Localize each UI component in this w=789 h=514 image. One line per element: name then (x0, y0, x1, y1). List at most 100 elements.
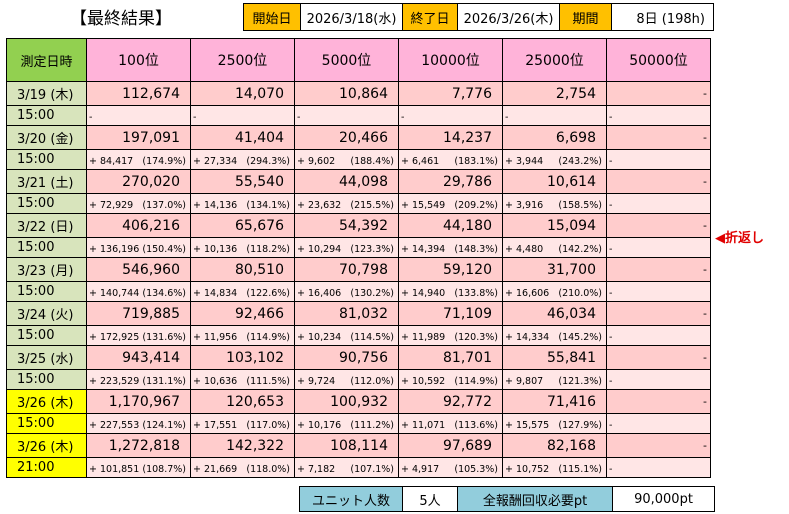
delta-amount: + 10,636 (193, 376, 238, 387)
delta-ratio: (120.3%) (454, 332, 498, 343)
delta-ratio: (210.0%) (558, 288, 602, 299)
unit-count-label: ユニット人数 (299, 486, 403, 512)
delta-amount: + 101,851 (89, 464, 140, 475)
delta-amount: + 23,632 (297, 200, 342, 211)
rank-header: 100位 (86, 38, 191, 82)
rank-delta: + 9,724 (112.0%) (294, 369, 399, 390)
rank-value: - (606, 301, 711, 326)
delta-ratio: (118.2%) (246, 244, 290, 255)
rank-value: 81,032 (294, 301, 399, 326)
rank-delta: + 4,917 (105.3%) (398, 457, 503, 478)
table-row: 3/26 (木) 1,170,967 120,653 100,932 92,772 71,… (6, 389, 711, 414)
delta-ratio: (107.1%) (350, 464, 394, 475)
delta-amount: + 10,752 (505, 464, 550, 475)
row-date: 3/24 (火) (6, 301, 87, 326)
rank-value: 55,841 (502, 345, 607, 370)
delta-ratio: (111.5%) (246, 376, 290, 387)
delta-amount: + 14,334 (505, 332, 550, 343)
delta-amount: - (401, 112, 405, 123)
delta-ratio: (108.7%) (142, 464, 186, 475)
delta-ratio: (209.2%) (454, 200, 498, 211)
rank-delta: + 15,575 (127.9%) (502, 413, 607, 434)
rank-value: 14,070 (190, 81, 295, 106)
delta-ratio: (294.3%) (246, 156, 290, 167)
delta-amount: - (609, 376, 613, 387)
required-pt-value: 90,000pt (612, 486, 715, 512)
rank-value: - (606, 345, 711, 370)
rank-delta: - (606, 237, 711, 258)
rank-value: 59,120 (398, 257, 503, 282)
table-subrow: 15:00- - - - - - (6, 105, 711, 126)
table-subrow: 15:00 + 136,196 (150.4%) + 10,136 (118.2%) + … (6, 237, 711, 258)
rank-value: 82,168 (502, 433, 607, 458)
rank-delta: + 4,480 (142.2%) (502, 237, 607, 258)
end-date-value: 2026/3/26(木) (457, 3, 560, 31)
delta-amount: + 9,724 (297, 376, 336, 387)
delta-amount: - (609, 112, 613, 123)
delta-ratio: (215.5%) (350, 200, 394, 211)
table-row: 3/24 (火) 719,885 92,466 81,032 71,109 46,034- (6, 301, 711, 326)
table-subrow: 15:00 + 223,529 (131.1%) + 10,636 (111.5%) + … (6, 369, 711, 390)
rank-delta: - (398, 105, 503, 126)
table-row: 3/23 (月) 546,960 80,510 70,798 59,120 31,700- (6, 257, 711, 282)
rank-delta: + 84,417 (174.9%) (86, 149, 191, 170)
table-row: 3/19 (木) 112,674 14,070 10,864 7,776 2,754- (6, 81, 711, 106)
required-pt-label: 全報酬回収必要pt (457, 486, 613, 512)
delta-ratio: (122.6%) (246, 288, 290, 299)
rank-value: 2,754 (502, 81, 607, 106)
delta-amount: + 11,956 (193, 332, 238, 343)
date-header: 測定日時 (6, 38, 87, 82)
rank-value: 46,034 (502, 301, 607, 326)
rank-delta: + 15,549 (209.2%) (398, 193, 503, 214)
delta-amount: + 4,480 (505, 244, 544, 255)
rank-delta: + 10,176 (111.2%) (294, 413, 399, 434)
delta-amount: + 14,136 (193, 200, 238, 211)
delta-ratio: (117.0%) (246, 420, 290, 431)
delta-amount: + 3,944 (505, 156, 544, 167)
delta-ratio: (145.2%) (558, 332, 602, 343)
rank-delta: + 136,196 (150.4%) (86, 237, 191, 258)
table-subrow: 15:00 + 227,553 (124.1%) + 17,551 (117.0%) + … (6, 413, 711, 434)
rank-header: 25000位 (502, 38, 607, 82)
table-row: 3/22 (日) 406,216 65,676 54,392 44,180 15,094- (6, 213, 711, 238)
row-time: 15:00 (6, 193, 87, 214)
delta-ratio: (183.1%) (454, 156, 498, 167)
rank-value: 65,676 (190, 213, 295, 238)
delta-ratio: (123.3%) (350, 244, 394, 255)
rank-value: 44,180 (398, 213, 503, 238)
row-time: 15:00 (6, 105, 87, 126)
rank-delta: - (606, 149, 711, 170)
delta-ratio: (114.5%) (350, 332, 394, 343)
row-date: 3/25 (水) (6, 345, 87, 370)
page-title: 【最終結果】 (70, 9, 172, 29)
rank-value: 90,756 (294, 345, 399, 370)
rank-value: - (606, 213, 711, 238)
rank-value: 142,322 (190, 433, 295, 458)
results-table: 測定日時 100位 2500位 5000位 10000位 25000位 50000位 3/19… (6, 38, 711, 478)
rank-delta: + 9,807 (121.3%) (502, 369, 607, 390)
rank-value: 15,094 (502, 213, 607, 238)
row-date: 3/23 (月) (6, 257, 87, 282)
rank-delta: + 10,592 (114.9%) (398, 369, 503, 390)
row-time: 21:00 (6, 457, 87, 478)
rank-delta: - (606, 457, 711, 478)
rank-value: 10,614 (502, 169, 607, 194)
rank-value: - (606, 81, 711, 106)
row-time: 15:00 (6, 149, 87, 170)
rank-delta: + 21,669 (118.0%) (190, 457, 295, 478)
delta-amount: - (609, 420, 613, 431)
rank-delta: + 3,916 (158.5%) (502, 193, 607, 214)
delta-ratio: (243.2%) (558, 156, 602, 167)
delta-amount: + 3,916 (505, 200, 544, 211)
rank-delta: + 14,940 (133.8%) (398, 281, 503, 302)
delta-amount: + 11,071 (401, 420, 446, 431)
rank-header: 50000位 (606, 38, 711, 82)
delta-amount: + 84,417 (89, 156, 134, 167)
delta-ratio: (113.6%) (454, 420, 498, 431)
delta-amount: + 9,807 (505, 376, 544, 387)
delta-ratio: (112.0%) (350, 376, 394, 387)
rank-delta: + 9,602 (188.4%) (294, 149, 399, 170)
rank-value: 92,466 (190, 301, 295, 326)
delta-amount: + 10,176 (297, 420, 342, 431)
delta-amount: + 10,592 (401, 376, 446, 387)
